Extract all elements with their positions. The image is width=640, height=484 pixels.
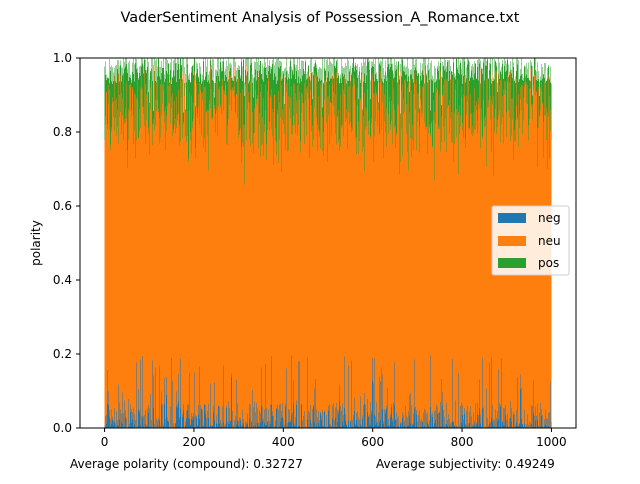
y-axis-label: polarity — [29, 220, 43, 266]
x-tick-label: 200 — [182, 435, 205, 449]
x-tick-label: 0 — [101, 435, 109, 449]
y-axis: 0.0 0.2 0.4 0.6 0.8 1.0 — [53, 51, 80, 435]
x-axis-label: Average polarity (compound): 0.32727 — [70, 457, 303, 471]
plot-frame — [79, 57, 577, 429]
legend-swatch-neg — [498, 213, 526, 223]
bar-series-neu — [104, 65, 552, 429]
y-tick-label: 0.0 — [53, 421, 72, 435]
x-tick-label: 600 — [361, 435, 384, 449]
legend: neg neu pos — [491, 205, 570, 276]
y-tick-label: 0.6 — [53, 199, 72, 213]
x-tick-label: 400 — [272, 435, 295, 449]
y-tick-label: 0.4 — [53, 273, 72, 287]
x-axis-label-right: Average subjectivity: 0.49249 — [376, 457, 555, 471]
legend-swatch-pos — [498, 258, 526, 268]
legend-label-neg: neg — [538, 211, 561, 225]
x-axis: 0 200 400 600 800 1000 — [101, 428, 567, 449]
legend-label-neu: neu — [538, 234, 561, 248]
legend-label-pos: pos — [538, 256, 559, 270]
y-tick-label: 0.8 — [53, 125, 72, 139]
chart-title: VaderSentiment Analysis of Possession_A_… — [121, 10, 520, 26]
x-tick-label: 800 — [451, 435, 474, 449]
legend-swatch-neu — [498, 236, 526, 246]
bar-series-pos — [104, 58, 552, 185]
y-tick-label: 1.0 — [53, 51, 72, 65]
x-tick-label: 1000 — [536, 435, 567, 449]
bars-group — [104, 58, 552, 429]
bar-series-neg — [104, 355, 552, 428]
legend-box — [491, 205, 570, 276]
y-tick-label: 0.2 — [53, 347, 72, 361]
